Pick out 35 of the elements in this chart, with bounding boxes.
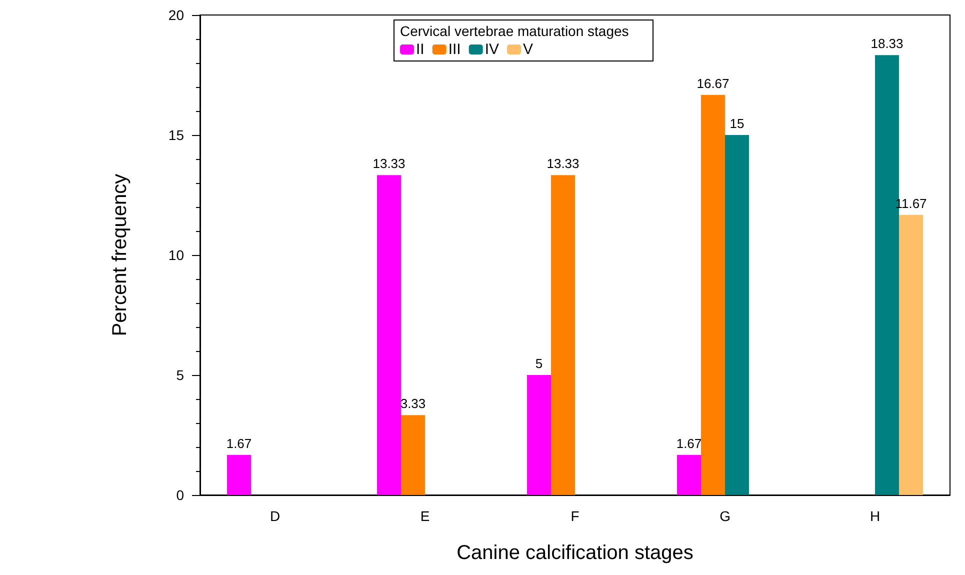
data-label: 13.33 xyxy=(546,156,580,172)
legend-label: II xyxy=(416,41,424,58)
x-tick-label: E xyxy=(420,508,430,524)
data-label: 1.67 xyxy=(676,436,702,451)
bar xyxy=(551,175,575,495)
data-label: 13.33 xyxy=(372,156,406,172)
bar xyxy=(401,415,425,495)
bar xyxy=(377,175,401,495)
y-tick-label: 5 xyxy=(176,367,184,383)
legend-label: III xyxy=(448,41,461,58)
bar xyxy=(701,94,725,495)
data-label: 3.33 xyxy=(400,396,426,412)
bar xyxy=(725,135,749,495)
legend-title: Cervical vertebrae maturation stages xyxy=(400,23,629,39)
bar xyxy=(677,454,701,495)
y-tick-label: 10 xyxy=(168,247,184,263)
data-label: 1.67 xyxy=(226,436,252,451)
bar xyxy=(227,454,251,495)
bar xyxy=(899,214,923,495)
x-tick-label: G xyxy=(720,508,730,524)
legend-label: V xyxy=(523,41,534,58)
data-label: 18.33 xyxy=(870,36,904,52)
legend-label: IV xyxy=(484,41,500,58)
x-tick-label: H xyxy=(870,508,880,524)
y-tick-label: 20 xyxy=(168,7,184,23)
y-axis-title: Percent frequency xyxy=(109,174,131,336)
x-tick-label: D xyxy=(270,508,280,524)
x-tick-label: F xyxy=(570,508,580,524)
y-tick-label: 15 xyxy=(168,127,184,143)
y-tick-label: 0 xyxy=(176,487,184,503)
data-label: 5 xyxy=(535,356,543,371)
data-label: 15 xyxy=(730,116,744,131)
data-label: 16.67 xyxy=(696,76,730,91)
bar xyxy=(527,375,551,495)
x-axis-title: Canine calcification stages xyxy=(456,542,694,564)
